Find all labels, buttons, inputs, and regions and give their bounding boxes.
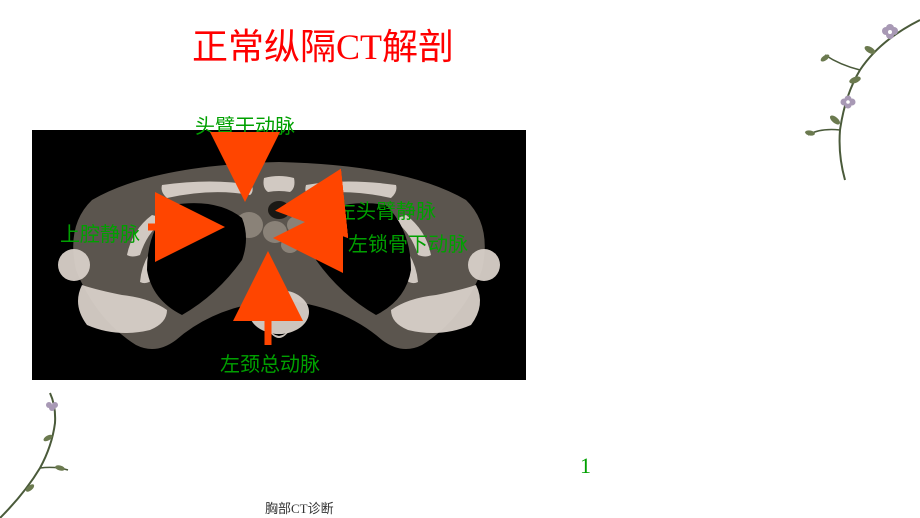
decoration-branch-right — [760, 0, 920, 200]
page-number: 1 — [580, 453, 591, 479]
page-title: 正常纵隔CT解剖 — [192, 18, 454, 70]
label-superior-vena-cava: 上腔静脉 — [60, 218, 140, 247]
label-left-subclavian-artery: 左锁骨下动脉 — [348, 228, 468, 257]
decoration-branch-left — [0, 388, 100, 518]
footer-caption: 胸部CT诊断 — [265, 498, 334, 517]
label-left-brachiocephalic-vein: 左头臂静脉 — [336, 195, 436, 224]
label-left-common-carotid-artery: 左颈总动脉 — [220, 348, 320, 377]
label-brachiocephalic-artery: 头臂干动脉 — [195, 110, 295, 139]
